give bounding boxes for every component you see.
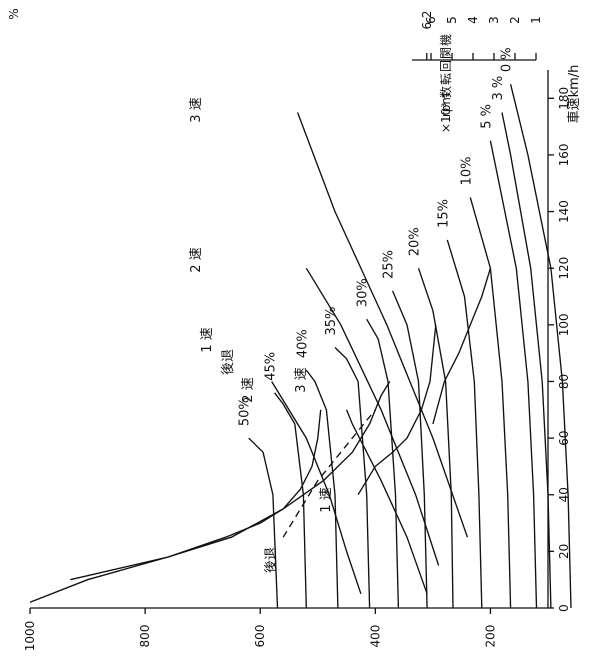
gradient-curve-4 — [446, 239, 483, 609]
force-tick-label-1000: 1000 — [23, 621, 37, 652]
tractive-curve-2 — [357, 324, 437, 496]
speed-tick-label-20: 20 — [557, 544, 571, 559]
gradient-curve-5 — [417, 267, 454, 609]
gradient-curve-1 — [501, 112, 552, 609]
force-tick-label-200: 200 — [483, 625, 497, 648]
tractive-curve-3 — [432, 268, 492, 425]
rpm-axis-label-3: 転 — [439, 73, 453, 85]
gradient-label-4: 15% — [436, 199, 451, 228]
speed-tick-label-80: 80 — [557, 374, 571, 389]
force-unit-label: % — [7, 8, 21, 19]
gradient-label-2: 5 % — [479, 104, 494, 129]
gradient-curve-7 — [366, 318, 400, 609]
curve-label-5: 3 速 — [294, 367, 309, 392]
speed-tick-label-0: 0 — [557, 604, 571, 612]
tractive-curve-0 — [29, 409, 322, 603]
rpm-curve-3 — [296, 112, 469, 538]
gradient-curve-8 — [334, 347, 371, 609]
rpm-tick-label-3: 4 — [466, 16, 480, 24]
speed-tick-label-180: 180 — [557, 87, 571, 110]
tractive-curve-1 — [70, 381, 391, 581]
rpm-tick-label-2: 3 — [487, 16, 501, 24]
rpm-curve-0 — [271, 381, 362, 595]
rpm-curve-2 — [305, 267, 440, 566]
gradient-label-1: 3 % — [491, 76, 506, 101]
gradient-label-11: 50% — [238, 397, 253, 426]
gradient-curve-10 — [274, 392, 307, 609]
axes: 2004006008001000%02040608010012014016018… — [7, 8, 582, 651]
curve-label-0: 3 速 — [189, 97, 204, 122]
gradient-curve-11 — [248, 437, 279, 609]
rpm-axis-label-1: 関 — [439, 47, 453, 59]
curve-label-7: 後退 — [264, 547, 279, 573]
rpm-axis-label-6: ×10³ — [439, 103, 453, 133]
gradient-label-9: 40% — [295, 329, 310, 358]
rpm-tick-label-4: 5 — [445, 16, 459, 24]
rpm-curve-1 — [345, 409, 428, 595]
rpm-curves — [271, 112, 469, 595]
gradient-curves: 0 % 3 % 5 % 10% 15% 20% 25% 30% 35% 40% 45% 50% — [238, 47, 572, 609]
gradient-label-3: 10% — [459, 157, 474, 186]
gradient-label-6: 25% — [382, 250, 397, 279]
gradient-curve-9 — [305, 369, 339, 609]
rpm-axis-label-5: rpm — [439, 93, 453, 117]
gradient-curve-6 — [391, 290, 428, 609]
rpm-tick-label-6: 6.2 — [420, 10, 434, 29]
gradient-label-10: 45% — [264, 352, 279, 381]
curve-label-3: 後退 — [221, 349, 236, 375]
curve-label-6: 1 速 — [319, 487, 334, 512]
gradient-label-8: 35% — [324, 307, 339, 336]
rpm-tick-label-1: 2 — [508, 16, 522, 24]
rpm-axis-label-2: 回 — [439, 60, 453, 72]
rpm-axis-label-4: 数 — [438, 86, 453, 98]
speed-tick-label-60: 60 — [557, 430, 571, 445]
curve-label-2: 1 速 — [200, 327, 215, 352]
gradient-curve-0 — [509, 84, 572, 609]
force-tick-label-800: 800 — [138, 625, 152, 648]
speed-tick-label-160: 160 — [557, 143, 571, 166]
speed-tick-label-100: 100 — [557, 313, 571, 336]
speed-tick-label-120: 120 — [557, 257, 571, 280]
gradient-label-0: 0 % — [500, 47, 515, 72]
rpm-tick-label-0: 1 — [529, 16, 543, 24]
rpm-tick-label-5: 6 — [424, 16, 438, 24]
speed-axis-label: 車速km/h — [567, 65, 582, 124]
curve-label-1: 2 速 — [189, 247, 204, 272]
force-tick-label-400: 400 — [368, 625, 382, 648]
gradient-curve-3 — [469, 197, 512, 609]
gradient-label-7: 30% — [356, 278, 371, 307]
rpm-axis-label-0: 機 — [438, 34, 453, 46]
curve-label-4: 2 速 — [241, 377, 256, 402]
gradient-curve-2 — [489, 140, 538, 609]
drag-curve-0 — [282, 409, 376, 538]
speed-tick-label-140: 140 — [557, 200, 571, 223]
force-tick-label-600: 600 — [253, 625, 267, 648]
gradient-label-5: 20% — [408, 227, 423, 256]
